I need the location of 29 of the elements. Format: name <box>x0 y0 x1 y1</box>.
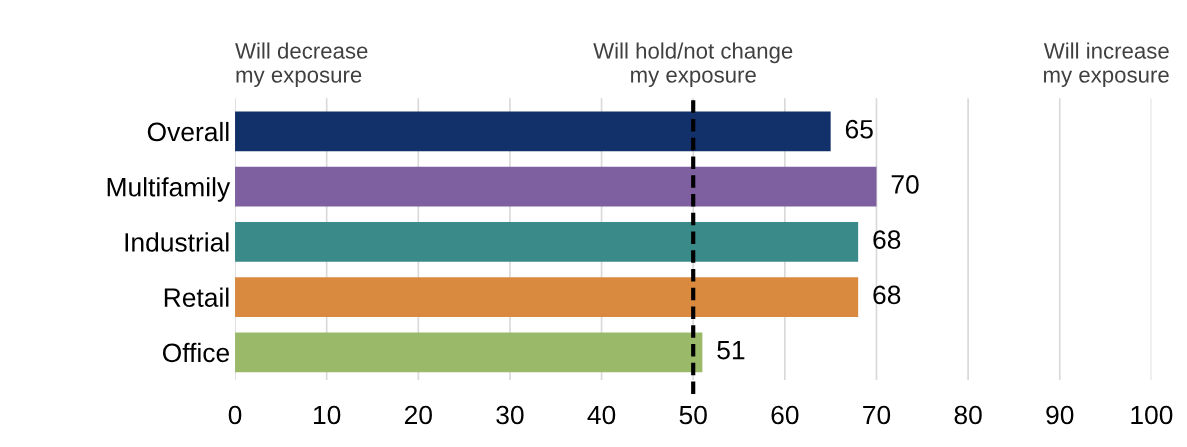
data-label: 51 <box>717 341 745 360</box>
x-tick-label: 30 <box>496 405 524 425</box>
x-tick-label: 100 <box>1131 405 1173 425</box>
bar <box>235 332 703 373</box>
data-label: 65 <box>845 119 873 139</box>
x-tick-label: 20 <box>404 405 432 425</box>
x-tick-label: 60 <box>771 405 799 425</box>
y-tick-label: Office <box>162 342 229 363</box>
data-label: 68 <box>873 285 901 305</box>
bar <box>235 166 877 207</box>
y-tick-label: Overall <box>147 121 229 142</box>
x-tick-label: 0 <box>228 405 242 425</box>
data-label: 70 <box>891 175 919 194</box>
bar <box>235 222 859 262</box>
x-tick-label: 10 <box>314 405 341 425</box>
bar <box>235 277 859 317</box>
y-tick-label: Retail <box>164 287 229 307</box>
x-tick-label: 40 <box>587 405 616 425</box>
x-tick-label: 50 <box>679 405 707 425</box>
y-tick-label: Industrial <box>125 232 229 252</box>
ref-line-label: Will hold/not change my exposure <box>593 42 793 88</box>
text: Will decrease my exposure <box>235 42 368 88</box>
y-tick-label: Multifamily <box>107 177 231 202</box>
x-tick-label: 70 <box>863 405 891 425</box>
x-tick-label: 90 <box>1046 405 1074 425</box>
data-label: 68 <box>873 230 901 249</box>
x-tick-label: 80 <box>954 405 982 425</box>
bar <box>235 111 831 152</box>
text: Will increase my exposure <box>1043 42 1169 88</box>
